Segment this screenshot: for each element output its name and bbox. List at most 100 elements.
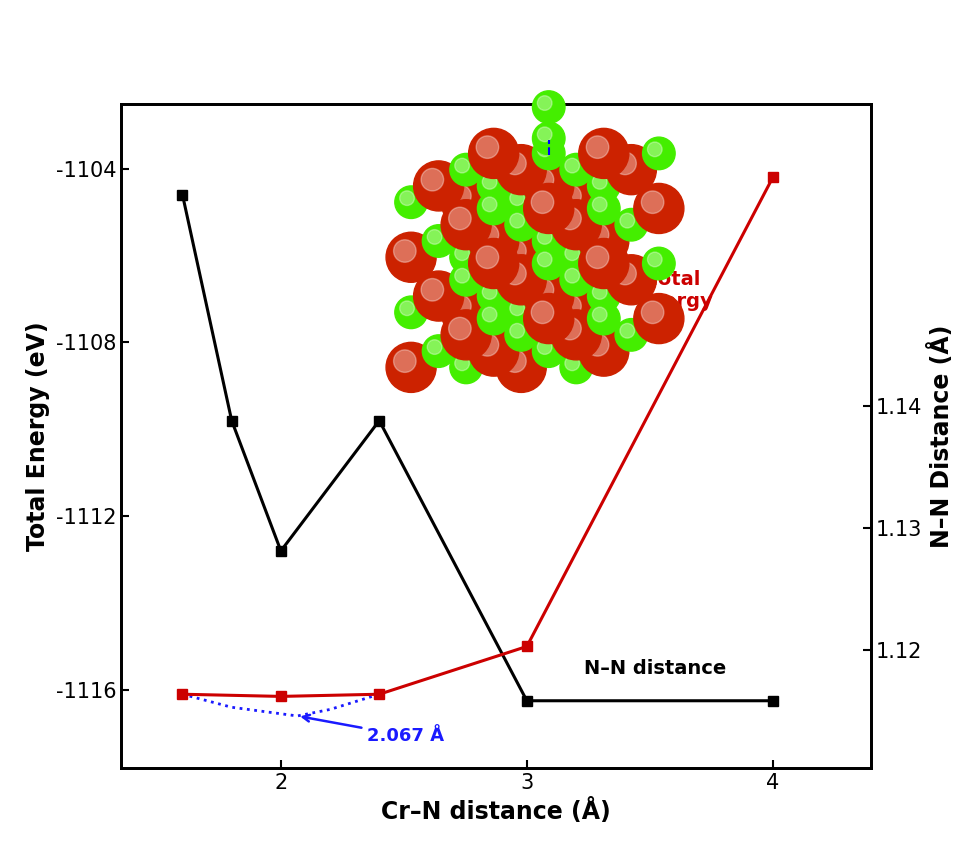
Circle shape <box>505 186 537 218</box>
Circle shape <box>455 268 469 283</box>
Circle shape <box>400 191 414 205</box>
Circle shape <box>537 230 552 244</box>
Circle shape <box>524 293 574 343</box>
Circle shape <box>476 334 499 356</box>
Circle shape <box>587 224 609 246</box>
Circle shape <box>606 145 656 195</box>
Circle shape <box>565 158 580 173</box>
Circle shape <box>531 168 554 191</box>
Circle shape <box>477 192 510 224</box>
Circle shape <box>551 199 601 249</box>
Y-axis label: Total Energy (eV): Total Energy (eV) <box>26 321 50 551</box>
Circle shape <box>532 91 565 123</box>
Circle shape <box>559 207 581 230</box>
Circle shape <box>579 129 629 179</box>
Circle shape <box>510 191 525 205</box>
Text: N–N distance: N–N distance <box>584 658 726 677</box>
Circle shape <box>592 307 607 322</box>
Circle shape <box>551 310 601 360</box>
Circle shape <box>477 170 510 202</box>
Circle shape <box>497 343 546 393</box>
Circle shape <box>455 158 469 173</box>
Circle shape <box>413 271 464 321</box>
Circle shape <box>551 287 601 337</box>
Circle shape <box>588 280 620 312</box>
Circle shape <box>450 351 482 384</box>
Circle shape <box>448 295 471 318</box>
Circle shape <box>634 184 683 234</box>
Circle shape <box>532 137 565 170</box>
Circle shape <box>565 246 580 261</box>
X-axis label: Cr–N distance (Å): Cr–N distance (Å) <box>381 798 611 824</box>
Circle shape <box>421 279 443 301</box>
Circle shape <box>394 240 416 262</box>
Circle shape <box>592 285 607 299</box>
Circle shape <box>395 186 427 218</box>
Circle shape <box>560 263 592 296</box>
Circle shape <box>551 177 601 227</box>
Circle shape <box>532 123 565 154</box>
Circle shape <box>620 213 635 228</box>
Circle shape <box>606 255 656 305</box>
Circle shape <box>531 191 554 213</box>
Circle shape <box>505 209 537 241</box>
Text: 2.067 Å: 2.067 Å <box>303 715 444 745</box>
Circle shape <box>565 268 580 283</box>
Circle shape <box>482 307 497 322</box>
Circle shape <box>422 335 455 368</box>
Circle shape <box>482 285 497 299</box>
Circle shape <box>510 324 525 338</box>
Circle shape <box>450 263 482 296</box>
Circle shape <box>476 224 499 246</box>
Circle shape <box>386 343 437 393</box>
Circle shape <box>503 152 527 174</box>
Circle shape <box>531 279 554 301</box>
Circle shape <box>588 192 620 224</box>
Circle shape <box>427 340 441 355</box>
Circle shape <box>497 232 546 282</box>
Circle shape <box>537 142 552 157</box>
Circle shape <box>524 271 574 321</box>
Circle shape <box>537 252 552 267</box>
Circle shape <box>421 168 443 191</box>
Circle shape <box>560 351 592 384</box>
Circle shape <box>559 318 581 340</box>
Circle shape <box>648 142 662 157</box>
Circle shape <box>620 324 635 338</box>
Circle shape <box>588 302 620 335</box>
Circle shape <box>560 241 592 274</box>
Circle shape <box>386 232 437 282</box>
Circle shape <box>614 152 636 174</box>
Circle shape <box>642 191 664 213</box>
Circle shape <box>587 135 609 159</box>
Circle shape <box>615 209 648 241</box>
Circle shape <box>505 318 537 351</box>
Circle shape <box>503 262 527 285</box>
Circle shape <box>565 356 580 370</box>
Circle shape <box>394 350 416 373</box>
Circle shape <box>482 197 497 211</box>
Circle shape <box>450 154 482 186</box>
Circle shape <box>642 301 664 324</box>
Circle shape <box>532 335 565 368</box>
Circle shape <box>559 185 581 207</box>
Circle shape <box>503 240 527 262</box>
Circle shape <box>441 287 491 337</box>
Circle shape <box>510 213 525 228</box>
Circle shape <box>532 247 565 280</box>
Circle shape <box>497 255 546 305</box>
Circle shape <box>614 262 636 285</box>
Circle shape <box>643 247 675 280</box>
Circle shape <box>524 184 574 234</box>
Circle shape <box>448 207 471 230</box>
Circle shape <box>643 137 675 170</box>
Y-axis label: N–N Distance (Å): N–N Distance (Å) <box>928 324 954 547</box>
Text: Total
Energy: Total Energy <box>636 270 712 311</box>
Circle shape <box>455 356 469 370</box>
Circle shape <box>469 129 519 179</box>
Circle shape <box>587 246 609 268</box>
Circle shape <box>476 246 499 268</box>
Circle shape <box>448 318 471 340</box>
Circle shape <box>441 199 491 249</box>
Circle shape <box>497 145 546 195</box>
